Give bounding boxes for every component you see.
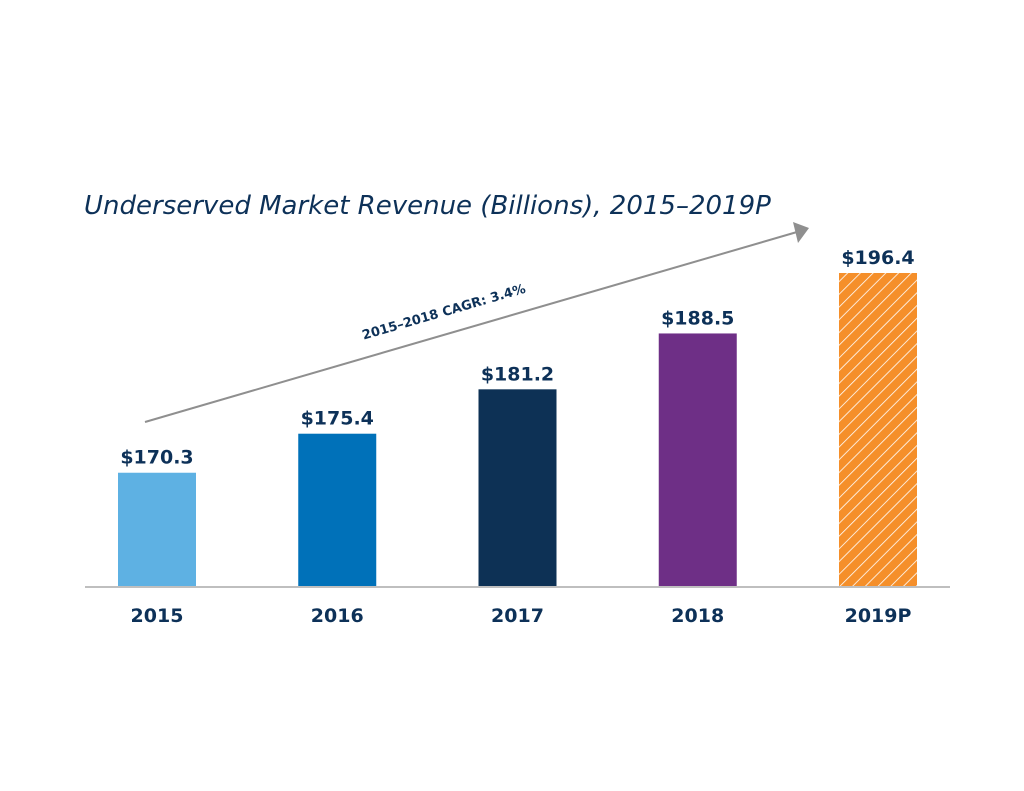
chart-title: Underserved Market Revenue (Billions), 2… — [84, 191, 771, 221]
bar-2015 — [118, 472, 196, 586]
data-label-2018: $188.5 — [661, 307, 734, 329]
bar-2017 — [478, 389, 557, 586]
bar-2018 — [658, 333, 737, 586]
trend-arrow-line — [144, 231, 798, 423]
bar-2019P — [839, 273, 917, 586]
arrow-head-icon — [793, 222, 809, 243]
x-tick-label-2017: 2017 — [491, 605, 544, 627]
bar-2016 — [298, 433, 377, 586]
x-tick-label-2015: 2015 — [131, 605, 184, 627]
data-label-2019P: $196.4 — [841, 247, 914, 269]
x-tick-label-2018: 2018 — [671, 605, 724, 627]
x-tick-label-2019P: 2019P — [845, 605, 912, 627]
data-label-2016: $175.4 — [301, 408, 374, 430]
data-label-2017: $181.2 — [481, 363, 554, 385]
x-tick-label-2016: 2016 — [311, 605, 364, 627]
data-label-2015: $170.3 — [120, 447, 193, 469]
